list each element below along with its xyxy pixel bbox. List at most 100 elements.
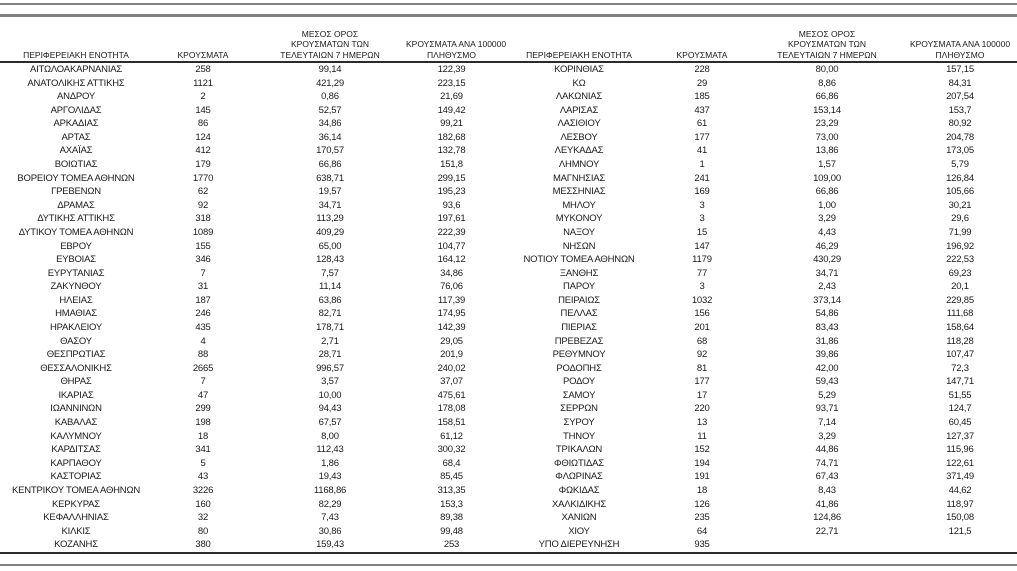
cases-cell: 1770 — [192, 172, 214, 184]
region-cell: ΓΡΕΒΕΝΩΝ — [51, 186, 101, 198]
cases-cell: 198 — [195, 417, 211, 429]
cases-cell: 7 — [200, 267, 206, 279]
per100k-cell: 150,08 — [946, 512, 974, 524]
region-cell: ΥΠΟ ΔΙΕΡΕΥΝΗΣΗ — [505, 538, 653, 554]
avg7-header-left: ΜΕΣΟΣ ΟΡΟΣ ΚΡΟΥΣΜΑΤΩΝ ΤΩΝ ΤΕΛΕΥΤΑΙΩΝ 7 Η… — [254, 17, 406, 63]
table-body: ΑΙΤΩΛΟΑΚΑΡΝΑΝΙΑΣ 258 99,14 122,39 ΚΟΡΙΝΘΙΑΣ 2… — [0, 62, 1017, 554]
cases-cell: 341 — [195, 444, 211, 456]
avg7-cell: 996,57 — [316, 362, 344, 374]
table-row: ΔΡΑΜΑΣ 92 34,71 93,6 ΜΗΛΟΥ 3 1,00 30,21 — [0, 199, 1017, 213]
column-gap — [497, 131, 505, 145]
region-cell: ΜΑΓΝΗΣΙΑΣ — [552, 172, 606, 184]
cases-cell: 156 — [694, 308, 710, 320]
region-cell: ΗΜΑΘΙΑΣ — [55, 308, 97, 320]
column-gap — [497, 226, 505, 240]
table-row: ΕΒΡΟΥ 155 65,00 104,77 ΝΗΣΩΝ 147 46,29 196,92 — [0, 240, 1017, 254]
per100k-cell: 107,47 — [946, 349, 974, 361]
per100k-cell: 122,39 — [437, 64, 466, 75]
cases-cell: 81 — [696, 362, 708, 374]
per100k-cell: 204,78 — [946, 131, 974, 143]
per100k-cell: 89,38 — [440, 512, 463, 524]
column-gap — [497, 185, 505, 199]
cases-cell: 3 — [699, 199, 705, 211]
region-cell: ΛΗΜΝΟΥ — [558, 159, 600, 171]
column-gap — [497, 267, 505, 281]
cases-cell: 86 — [197, 118, 209, 130]
cases-cell: 11 — [697, 430, 707, 442]
cases-cell: 92 — [197, 199, 209, 211]
per100k-cell: 37,07 — [440, 376, 463, 388]
avg7-cell: 638,71 — [316, 172, 344, 184]
per100k-cell: 229,85 — [946, 294, 974, 306]
per100k-cell: 371,49 — [946, 471, 974, 483]
per100k-cell: 126,84 — [946, 172, 974, 184]
region-cell: ΠΑΡΟΥ — [563, 281, 595, 293]
avg7-cell: 8,86 — [818, 77, 836, 89]
region-cell: ΙΩΑΝΝΙΝΩΝ — [50, 403, 102, 415]
region-cell: ΖΑΚΥΝΘΟΥ — [50, 281, 102, 293]
per100k-cell: 122,61 — [946, 457, 974, 469]
avg7-cell: 44,86 — [815, 444, 839, 456]
avg7-cell: 67,57 — [318, 417, 342, 429]
per100k-cell: 195,23 — [437, 186, 466, 198]
cases-cell: 194 — [694, 457, 710, 469]
table-row: ΘΑΣΟΥ 4 2,71 29,05 ΠΡΕΒΕΖΑΣ 68 31,86 118,28 — [0, 335, 1017, 349]
region-cell: ΜΕΣΣΗΝΙΑΣ — [552, 186, 606, 198]
cases-cell: 77 — [696, 267, 708, 279]
cases-cell: 380 — [152, 538, 254, 554]
avg7-cell: 112,43 — [316, 444, 344, 456]
avg7-cell: 23,29 — [815, 118, 839, 130]
column-gap — [497, 362, 505, 376]
region-cell: ΚΑΣΤΟΡΙΑΣ — [50, 471, 102, 483]
region-cell: ΘΑΣΟΥ — [60, 335, 92, 347]
per100k-cell: 222,39 — [437, 226, 466, 238]
region-cell: ΜΗΛΟΥ — [562, 199, 596, 211]
cases-cell: 1 — [699, 159, 705, 171]
region-cell: ΡΕΘΥΜΝΟΥ — [552, 349, 606, 361]
cases-cell: 246 — [195, 308, 211, 320]
column-gap — [497, 538, 505, 554]
per100k-cell: 115,96 — [946, 444, 974, 456]
cases-cell: 88 — [197, 349, 209, 361]
per100k-cell: 223,15 — [437, 77, 466, 89]
per100k-cell: 61,12 — [440, 430, 463, 442]
avg7-cell: 7,43 — [321, 512, 339, 524]
cases-cell: 80 — [197, 525, 209, 537]
column-gap — [497, 104, 505, 118]
cases-cell: 61 — [696, 118, 708, 130]
region-cell: ΘΕΣΣΑΛΟΝΙΚΗΣ — [40, 362, 112, 374]
per100k-cell: 178,08 — [437, 403, 466, 415]
region-cell: ΕΥΒΟΙΑΣ — [56, 254, 96, 266]
table-row: ΗΛΕΙΑΣ 187 63,86 117,39 ΠΕΙΡΑΙΩΣ 1032 373,14 22… — [0, 294, 1017, 308]
per100k-cell: 105,66 — [946, 186, 974, 198]
region-cell: ΞΑΝΘΗΣ — [559, 267, 599, 279]
avg7-cell: 39,86 — [815, 349, 839, 361]
per100k-cell: 60,45 — [948, 417, 972, 429]
cases-cell: 187 — [195, 294, 211, 306]
per100k-cell: 253 — [406, 538, 497, 554]
avg7-cell: 82,71 — [318, 308, 342, 320]
region-cell: ΝΗΣΩΝ — [562, 240, 596, 252]
column-gap — [497, 253, 505, 267]
per100k-cell: 99,48 — [440, 525, 463, 537]
per100k-cell: 127,37 — [946, 430, 974, 442]
region-cell: ΘΗΡΑΣ — [60, 376, 92, 388]
avg7-cell: 109,00 — [813, 172, 841, 184]
cases-cell: 3 — [699, 281, 705, 293]
avg7-cell: 1,57 — [818, 159, 836, 171]
per100k-cell: 118,28 — [946, 335, 974, 347]
cases-cell: 201 — [694, 321, 710, 333]
cases-cell: 169 — [694, 186, 710, 198]
avg7-header-right: ΜΕΣΟΣ ΟΡΟΣ ΚΡΟΥΣΜΑΤΩΝ ΤΩΝ ΤΕΛΕΥΤΑΙΩΝ 7 Η… — [751, 17, 903, 63]
table-row: ΖΑΚΥΝΘΟΥ 31 11,14 76,06 ΠΑΡΟΥ 3 2,43 20,1 — [0, 280, 1017, 294]
avg7-cell: 1,86 — [321, 457, 339, 469]
per100k-cell: 93,6 — [442, 199, 461, 211]
region-cell: ΚΩ — [572, 77, 586, 89]
avg7-cell: 2,43 — [818, 281, 836, 293]
avg7-cell: 34,86 — [318, 118, 342, 130]
column-gap — [497, 90, 505, 104]
avg7-cell: 66,86 — [318, 159, 342, 171]
column-gap — [497, 158, 505, 172]
per100k-cell: 174,95 — [437, 308, 466, 320]
column-gap — [497, 335, 505, 349]
